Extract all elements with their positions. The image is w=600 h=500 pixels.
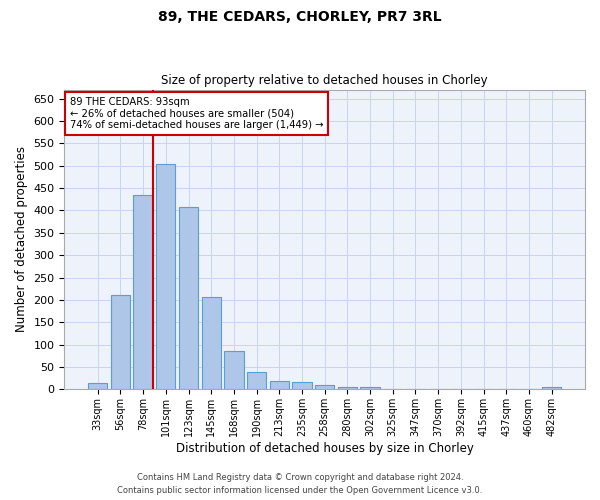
Bar	[88, 382, 107, 390]
Text: 89 THE CEDARS: 93sqm
← 26% of detached houses are smaller (504)
74% of semi-deta: 89 THE CEDARS: 93sqm ← 26% of detached h…	[70, 97, 323, 130]
Bar	[224, 351, 244, 390]
Bar	[133, 194, 153, 390]
Bar	[292, 382, 311, 390]
Bar	[542, 387, 562, 390]
Bar	[202, 297, 221, 390]
Bar	[361, 387, 380, 390]
Title: Size of property relative to detached houses in Chorley: Size of property relative to detached ho…	[161, 74, 488, 87]
Bar	[269, 382, 289, 390]
Bar	[179, 208, 198, 390]
Bar	[111, 294, 130, 390]
Bar	[315, 384, 334, 390]
Bar	[338, 386, 357, 390]
Text: 89, THE CEDARS, CHORLEY, PR7 3RL: 89, THE CEDARS, CHORLEY, PR7 3RL	[158, 10, 442, 24]
Bar	[383, 388, 403, 390]
X-axis label: Distribution of detached houses by size in Chorley: Distribution of detached houses by size …	[176, 442, 473, 455]
Bar	[156, 164, 175, 390]
Text: Contains HM Land Registry data © Crown copyright and database right 2024.
Contai: Contains HM Land Registry data © Crown c…	[118, 474, 482, 495]
Bar	[247, 372, 266, 390]
Y-axis label: Number of detached properties: Number of detached properties	[15, 146, 28, 332]
